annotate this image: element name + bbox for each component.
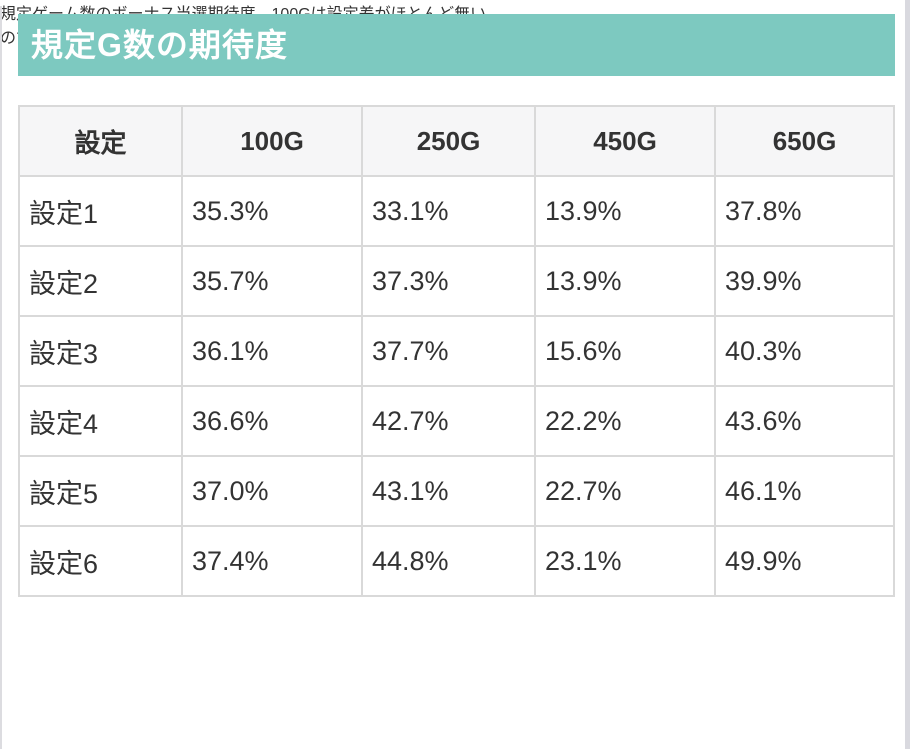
- cell-value: 46.1%: [714, 455, 895, 527]
- col-header-250g: 250G: [361, 105, 536, 177]
- col-header-100g: 100G: [181, 105, 363, 177]
- cell-value: 49.9%: [714, 525, 895, 597]
- row-label: 設定2: [18, 245, 183, 317]
- row-label: 設定1: [18, 175, 183, 247]
- cell-value: 37.7%: [361, 315, 536, 387]
- cell-value: 37.3%: [361, 245, 536, 317]
- table-row-setting6: 設定6 37.4% 44.8% 23.1% 49.9%: [18, 525, 895, 597]
- cell-value: 36.6%: [181, 385, 363, 457]
- cell-value: 37.0%: [181, 455, 363, 527]
- cell-value: 43.6%: [714, 385, 895, 457]
- cell-value: 22.7%: [534, 455, 716, 527]
- table-row-setting3: 設定3 36.1% 37.7% 15.6% 40.3%: [18, 315, 895, 387]
- section-title: 規定G数の期待度: [31, 27, 288, 63]
- vertical-scrollbar[interactable]: [905, 0, 910, 749]
- row-label: 設定5: [18, 455, 183, 527]
- cell-value: 37.4%: [181, 525, 363, 597]
- cell-value: 23.1%: [534, 525, 716, 597]
- cell-value: 33.1%: [361, 175, 536, 247]
- row-label: 設定4: [18, 385, 183, 457]
- cell-value: 43.1%: [361, 455, 536, 527]
- cell-value: 13.9%: [534, 245, 716, 317]
- row-label: 設定3: [18, 315, 183, 387]
- section-title-bar: 規定G数の期待度: [18, 14, 895, 76]
- cell-value: 42.7%: [361, 385, 536, 457]
- table-row-setting4: 設定4 36.6% 42.7% 22.2% 43.6%: [18, 385, 895, 457]
- col-header-setting: 設定: [18, 105, 183, 177]
- row-label: 設定6: [18, 525, 183, 597]
- cell-value: 35.7%: [181, 245, 363, 317]
- cell-value: 39.9%: [714, 245, 895, 317]
- table-row-setting2: 設定2 35.7% 37.3% 13.9% 39.9%: [18, 245, 895, 317]
- page-left-border: [0, 6, 2, 749]
- table-row-setting5: 設定5 37.0% 43.1% 22.7% 46.1%: [18, 455, 895, 527]
- col-header-450g: 450G: [534, 105, 716, 177]
- cell-value: 15.6%: [534, 315, 716, 387]
- cell-value: 35.3%: [181, 175, 363, 247]
- cell-value: 36.1%: [181, 315, 363, 387]
- col-header-650g: 650G: [714, 105, 895, 177]
- cell-value: 44.8%: [361, 525, 536, 597]
- table-row-setting1: 設定1 35.3% 33.1% 13.9% 37.8%: [18, 175, 895, 247]
- cell-value: 13.9%: [534, 175, 716, 247]
- table-header-row: 設定 100G 250G 450G 650G: [18, 105, 895, 177]
- cell-value: 40.3%: [714, 315, 895, 387]
- cell-value: 37.8%: [714, 175, 895, 247]
- expectation-table: 設定 100G 250G 450G 650G 設定1 35.3% 33.1% 1…: [18, 105, 895, 597]
- cell-value: 22.2%: [534, 385, 716, 457]
